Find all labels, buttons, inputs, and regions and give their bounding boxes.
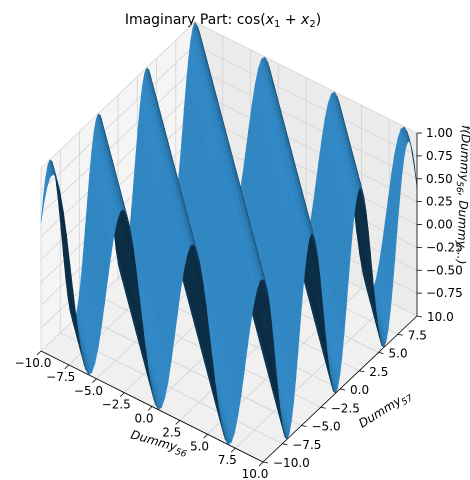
y-tick (301, 425, 307, 427)
z-tick-label: 0.00 (426, 218, 453, 232)
y-tick-label: −5.0 (312, 420, 341, 434)
x-tick (36, 350, 42, 356)
x-tick (92, 378, 97, 384)
x-tick-label: −10.0 (15, 356, 52, 370)
title-var1: x (265, 12, 275, 28)
x-tick-label: 0.0 (134, 412, 153, 426)
x-tick-label: −5.0 (74, 384, 103, 398)
chart-title: Imaginary Part: cos(x1 + x2) (125, 12, 321, 30)
x-axis-ticks: −10.0−7.5−5.0−2.50.0 2.5 5.0 7.5 10.0 (15, 350, 269, 480)
y-tick (359, 370, 365, 373)
y-tick (378, 352, 384, 354)
y-tick-label: −2.5 (331, 401, 360, 415)
y-tick (397, 333, 403, 336)
y-tick-label: 10.0 (427, 310, 454, 324)
y-tick-label: 5.0 (389, 347, 408, 361)
x-tick-label: 10.0 (242, 467, 269, 480)
z-tick-label: −0.50 (426, 263, 463, 277)
x-tick (175, 420, 181, 425)
title-suffix: ) (316, 12, 321, 28)
x-tick-label: 5.0 (190, 439, 209, 453)
title-sub2: 2 (309, 19, 315, 30)
y-tick-label: 0.0 (350, 383, 369, 397)
surface-plot (40, 21, 418, 446)
x-tick (64, 364, 70, 370)
title-var2: x (300, 12, 310, 28)
z-tick-label: −0.25 (426, 240, 463, 254)
x-tick-label: 7.5 (218, 453, 237, 467)
z-tick-label: 0.50 (426, 172, 453, 186)
title-prefix: Imaginary Part: cos( (125, 12, 266, 28)
y-tick-label: 2.5 (369, 365, 388, 379)
y-tick-label: −10.0 (273, 456, 310, 470)
x-tick (119, 392, 125, 397)
x-tick (230, 447, 236, 453)
y-tick (339, 388, 346, 391)
y-tick-label: −7.5 (292, 438, 321, 452)
x-tick (147, 406, 153, 411)
y-tick (416, 315, 423, 318)
surface-facet (259, 274, 266, 282)
x-tick-label: 2.5 (162, 425, 181, 439)
y-tick (320, 406, 326, 409)
y-tick-label: 7.5 (408, 328, 427, 342)
x-tick-label: −7.5 (46, 370, 75, 384)
x-tick-label: −2.5 (102, 398, 131, 412)
x-tick (203, 433, 208, 439)
z-tick-label: −0.75 (426, 286, 463, 300)
z-axis-ticks: −0.75 −0.50 −0.25 0.00 0.25 0.50 0.75 1.00 (417, 126, 463, 300)
title-plus: + (280, 12, 301, 28)
y-axis-ticks: −10.0 −7.5 −5.0 −2.5 0.02.55.07.510.0 (262, 310, 454, 470)
z-tick-label: 1.00 (426, 126, 453, 140)
z-tick-label: 0.25 (426, 195, 453, 209)
y-tick (282, 443, 288, 446)
z-tick-label: 0.75 (426, 149, 453, 163)
title-sub1: 1 (274, 19, 280, 30)
y-tick (262, 461, 269, 464)
x-tick (258, 461, 264, 467)
